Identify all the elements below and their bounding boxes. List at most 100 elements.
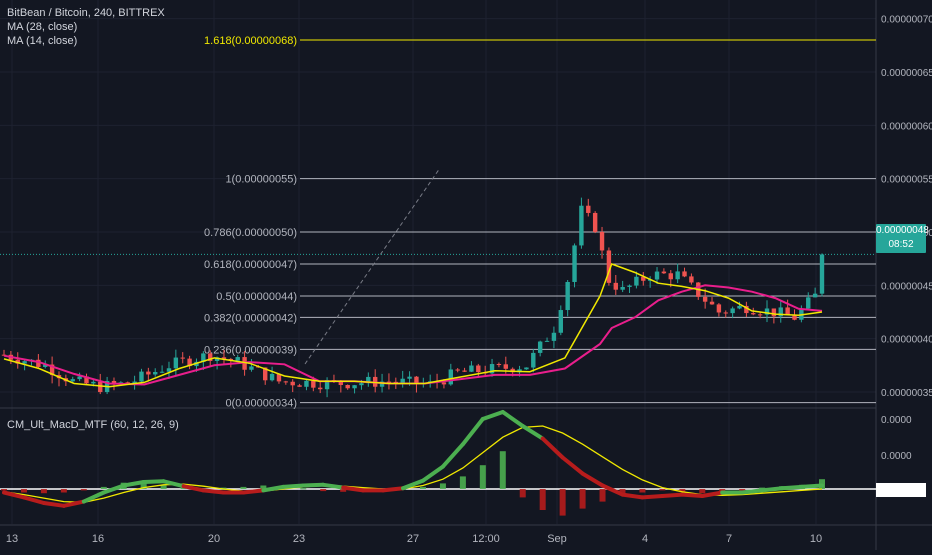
candle-body [723, 312, 728, 314]
candle-body [661, 271, 667, 274]
candle-body [620, 286, 625, 290]
macd-line-segment [500, 410, 525, 428]
macd-line-segment [660, 492, 685, 498]
candle-body [716, 304, 722, 313]
macd-line-segment [22, 495, 46, 505]
macd-histogram-bar [1, 489, 7, 491]
candle-body [778, 307, 783, 317]
candle-body [345, 384, 350, 389]
macd-histogram-bar [439, 483, 446, 489]
ma28-legend[interactable]: MA (28, close) [7, 21, 78, 33]
candle-body [751, 313, 756, 315]
candle-body [249, 366, 254, 370]
candle-body [641, 276, 646, 281]
candle-body [366, 376, 371, 384]
candle-body [675, 271, 680, 280]
price-axis-tick: 0.00000045 [881, 281, 932, 292]
macd-line-segment [321, 482, 346, 490]
candle-body [613, 282, 618, 290]
macd-histogram-bar [180, 487, 187, 489]
candle-body [654, 271, 660, 280]
candle-body [572, 245, 577, 282]
macd-histogram-bar [140, 481, 147, 489]
macd-histogram-bar [220, 487, 227, 489]
price-axis-tick: 0.00000065 [881, 68, 932, 79]
macd-histogram-bar [599, 489, 606, 502]
candle-body [91, 381, 96, 384]
candle-body [290, 381, 295, 386]
candle-body [263, 367, 268, 381]
macd-histogram-bar [699, 489, 706, 494]
candle-body [338, 380, 344, 385]
candle-body [43, 364, 48, 367]
macd-line-segment [81, 490, 106, 504]
macd-histogram-bar [479, 465, 486, 489]
macd-line-segment [580, 471, 605, 488]
macd-legend[interactable]: CM_Ult_MacD_MTF (60, 12, 26, 9) [7, 419, 179, 431]
time-axis-tick: 4 [642, 533, 648, 545]
candle-body [730, 308, 735, 314]
candle-body [146, 371, 151, 375]
time-axis-tick: 23 [293, 533, 305, 545]
macd-line-segment [241, 488, 266, 495]
macd-line-segment [540, 436, 565, 460]
ma14-legend[interactable]: MA (14, close) [7, 35, 78, 47]
macd-line-segment [740, 488, 765, 495]
candle-body [49, 364, 55, 376]
candle-body [304, 380, 309, 387]
macd-histogram-bar [100, 486, 107, 489]
fib-level-label: 0.618(0.00000047) [204, 259, 297, 271]
macd-line-segment [460, 417, 485, 447]
time-axis-tick: 7 [726, 533, 732, 545]
candle-body [627, 285, 632, 287]
candle-body [318, 387, 323, 390]
macd-line-segment [261, 484, 286, 493]
candle-body [201, 353, 206, 362]
candle-body [311, 380, 316, 388]
macd-histogram-bar [20, 489, 27, 493]
candle-body [208, 353, 213, 361]
macd-line-segment [520, 424, 545, 441]
macd-line-segment [680, 492, 705, 498]
candle-body [214, 357, 220, 361]
macd-axis-tick: 0.0000 [881, 415, 912, 426]
candle-body [682, 271, 687, 277]
macd-line-segment [2, 490, 26, 500]
candle-body [551, 332, 557, 341]
candle-body [634, 276, 639, 286]
macd-histogram-bar [539, 489, 546, 510]
ma28-line [3, 284, 823, 386]
fib-level-label: 1(0.00000055) [225, 174, 297, 186]
candle-body [153, 372, 158, 375]
symbol-label[interactable]: BitBean / Bitcoin, 240, BITTREX [7, 7, 165, 19]
time-axis-tick: 13 [6, 533, 18, 545]
candle-body [771, 308, 777, 317]
candle-body [537, 341, 543, 353]
candle-body [757, 314, 763, 316]
time-axis-tick: 27 [407, 533, 419, 545]
candle-body [297, 385, 302, 387]
macd-histogram-bar [679, 489, 686, 492]
macd-histogram-bar [260, 485, 267, 489]
macd-line-segment [421, 464, 445, 483]
candle-body [668, 273, 673, 280]
candle-body [173, 357, 179, 369]
macd-line-segment [560, 455, 585, 476]
macd-line-segment [381, 486, 405, 493]
macd-histogram-bar [40, 489, 47, 494]
macd-histogram-bar [559, 489, 566, 516]
candle-body [235, 357, 240, 361]
fib-level-label: 0.382(0.00000042) [204, 312, 297, 324]
candle-body [702, 296, 708, 302]
candle-body [592, 212, 598, 232]
candle-body [737, 305, 742, 309]
time-axis-tick: 12:00 [472, 533, 500, 545]
candle-body [187, 358, 192, 367]
candle-body [393, 381, 399, 383]
macd-histogram-bar [739, 489, 746, 491]
last-price-badge: 0.00000048 08:52 [876, 224, 929, 253]
candle-body [22, 361, 27, 364]
